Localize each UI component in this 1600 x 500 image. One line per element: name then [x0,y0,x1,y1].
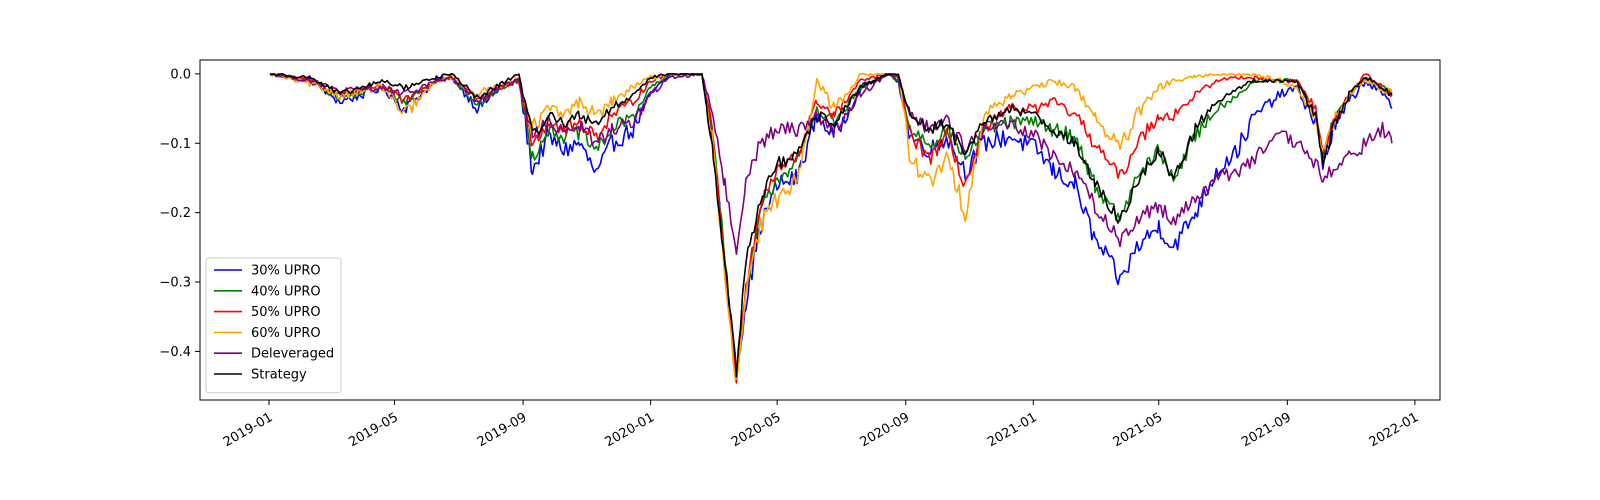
x-tick-label: 2021-09 [1239,410,1294,450]
x-tick-label: 2020-05 [729,410,784,450]
legend-label: Deleveraged [251,347,334,362]
x-axis: 2019-01 2019-05 2019-09 2020-01 2020-05 2020-… [221,400,1421,450]
x-tick-label: 2021-05 [1111,410,1166,450]
y-axis: 0.0 −0.1 −0.2 −0.3 −0.4 [159,67,200,360]
series-line-deleveraged [269,73,1393,255]
y-tick-label: −0.1 [159,137,191,152]
x-tick-label: 2022-01 [1367,410,1422,450]
legend-label: 40% UPRO [251,284,321,299]
y-tick-label: 0.0 [170,67,191,82]
plot-frame [199,59,1441,401]
series-line-strategy [269,73,1393,378]
x-tick-label: 2020-09 [858,410,913,450]
legend-box [205,257,342,394]
y-tick-label: −0.4 [159,345,191,360]
legend-label: 50% UPRO [251,305,321,320]
series-layer [269,73,1393,384]
x-tick-label: 2019-05 [346,410,401,450]
y-tick-label: −0.2 [159,206,191,221]
y-tick-label: −0.3 [159,276,191,291]
legend-label: 60% UPRO [251,326,321,341]
legend: 30% UPRO 40% UPRO 50% UPRO 60% UPRO Delevera… [205,257,342,394]
plot-background [200,60,1440,400]
legend-label: Strategy [251,368,307,383]
x-tick-label: 2020-01 [602,410,657,450]
x-tick-label: 2019-01 [221,410,276,450]
x-tick-label: 2021-01 [985,410,1040,450]
series-line-40-upro [269,73,1393,378]
x-tick-label: 2019-09 [475,410,530,450]
legend-label: 30% UPRO [251,264,321,279]
